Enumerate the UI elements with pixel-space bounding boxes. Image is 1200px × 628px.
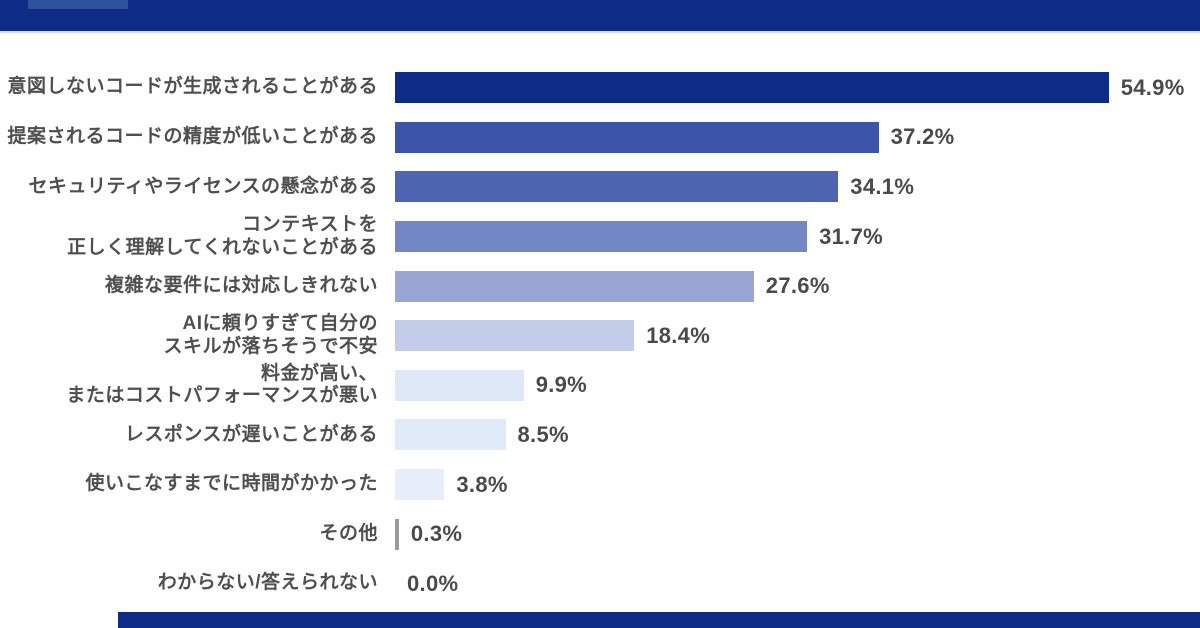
row-label: 意図しないコードが生成されることがある xyxy=(7,76,378,98)
bar xyxy=(395,171,839,203)
row-label: 提案されるコードの精度が低いことがある xyxy=(7,125,378,147)
row-label: 複雑な要件には対応しきれない xyxy=(104,274,378,296)
bar xyxy=(395,121,879,153)
bar-area: 54.9% xyxy=(395,63,1200,113)
chart-row: 意図しないコードが生成されることがある 54.9% xyxy=(0,63,1200,113)
bar xyxy=(395,369,524,401)
bar-chart: 意図しないコードが生成されることがある 54.9% 提案されるコードの精度が低いこと… xyxy=(0,33,1200,609)
footer-bar xyxy=(118,612,1200,628)
value-label: 0.0% xyxy=(407,570,459,596)
bar-area: 18.4% xyxy=(395,311,1200,361)
bar xyxy=(395,419,506,451)
row-label: わからない/答えられない xyxy=(157,572,378,594)
bar-area: 0.0% xyxy=(395,559,1200,609)
bar-area: 37.2% xyxy=(395,113,1200,163)
bar xyxy=(395,469,445,501)
chart-row: その他 0.3% xyxy=(0,509,1200,559)
bar xyxy=(395,518,399,550)
row-label: その他 xyxy=(319,522,378,544)
bar xyxy=(395,270,754,302)
chart-row: 使いこなすまでに時間がかかった 3.8% xyxy=(0,460,1200,510)
chart-row: 料金が高い、 またはコストパフォーマンスが悪い 9.9% xyxy=(0,361,1200,411)
chart-row: 複雑な要件には対応しきれない 27.6% xyxy=(0,261,1200,311)
header-accent-rect xyxy=(28,0,128,9)
row-label: AIに頼りすぎて自分の スキルが落ちそうで不安 xyxy=(163,312,378,357)
bar-area: 8.5% xyxy=(395,410,1200,460)
value-label: 0.3% xyxy=(410,521,463,547)
chart-row: コンテキストを 正しく理解してくれないことがある 31.7% xyxy=(0,212,1200,262)
value-label: 18.4% xyxy=(646,322,711,348)
chart-row: セキュリティやライセンスの懸念がある 34.1% xyxy=(0,162,1200,212)
bar xyxy=(395,221,808,253)
chart-row: レスポンスが遅いことがある 8.5% xyxy=(0,410,1200,460)
row-label: コンテキストを 正しく理解してくれないことがある xyxy=(67,213,378,258)
bar-area: 31.7% xyxy=(395,212,1200,262)
bar xyxy=(395,320,635,352)
value-label: 9.9% xyxy=(535,372,588,398)
chart-row: AIに頼りすぎて自分の スキルが落ちそうで不安 18.4% xyxy=(0,311,1200,361)
header-bar xyxy=(0,0,1200,33)
value-label: 54.9% xyxy=(1120,74,1185,100)
value-label: 8.5% xyxy=(517,421,569,447)
value-label: 27.6% xyxy=(765,273,830,299)
row-label: 料金が高い、 またはコストパフォーマンスが悪い xyxy=(66,362,378,407)
bar-area: 3.8% xyxy=(395,460,1200,510)
row-label: レスポンスが遅いことがある xyxy=(124,423,378,445)
row-label: セキュリティやライセンスの懸念がある xyxy=(28,175,378,197)
row-label: 使いこなすまでに時間がかかった xyxy=(85,473,378,495)
value-label: 3.8% xyxy=(456,471,508,497)
bar-area: 9.9% xyxy=(395,361,1200,411)
value-label: 34.1% xyxy=(850,173,915,199)
bar-area: 27.6% xyxy=(395,261,1200,311)
chart-row: わからない/答えられない 0.0% xyxy=(0,559,1200,609)
bar-area: 34.1% xyxy=(395,162,1200,212)
chart-row: 提案されるコードの精度が低いことがある 37.2% xyxy=(0,113,1200,163)
bar-area: 0.3% xyxy=(395,509,1200,559)
value-label: 31.7% xyxy=(819,223,883,249)
value-label: 37.2% xyxy=(890,124,955,150)
bar xyxy=(395,72,1109,104)
